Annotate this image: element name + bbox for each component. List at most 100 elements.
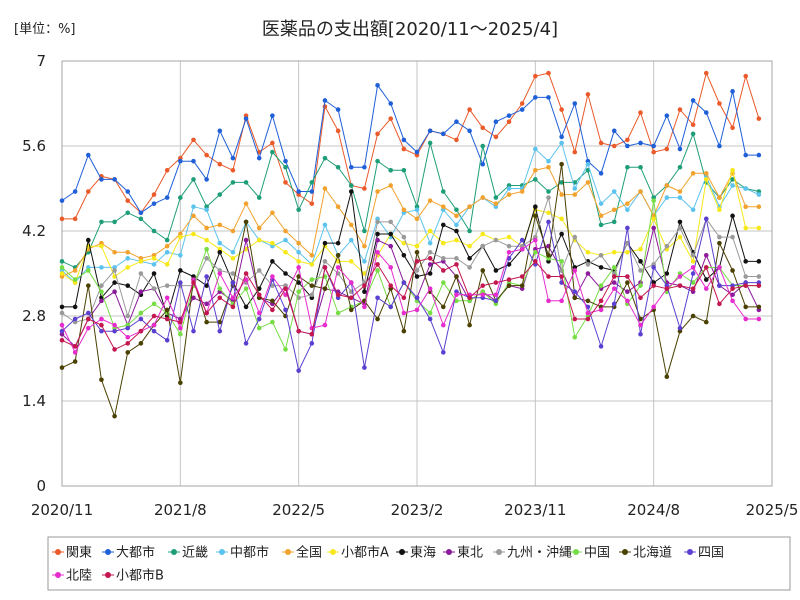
data-point <box>164 295 170 301</box>
data-point <box>717 240 722 246</box>
data-point <box>414 207 420 213</box>
data-point <box>638 110 643 115</box>
data-point <box>664 271 670 276</box>
data-point <box>703 216 709 222</box>
data-point <box>375 158 380 164</box>
data-point <box>178 195 183 200</box>
data-point <box>138 210 144 216</box>
data-point <box>611 286 617 291</box>
data-point <box>151 262 157 267</box>
data-point <box>756 152 762 158</box>
data-point <box>375 131 380 137</box>
data-point <box>296 240 301 246</box>
data-point <box>703 277 709 282</box>
data-point <box>296 259 301 264</box>
data-point <box>743 186 749 191</box>
data-point <box>440 268 446 273</box>
data-point <box>322 259 328 264</box>
data-point <box>335 240 341 246</box>
legend-label: 北海道 <box>633 546 672 561</box>
data-point <box>467 295 472 301</box>
data-point <box>191 280 196 285</box>
data-point <box>204 177 209 182</box>
data-point <box>625 201 630 206</box>
data-point <box>72 268 78 273</box>
legend-marker <box>687 549 693 555</box>
data-point <box>283 164 288 170</box>
data-point <box>533 167 538 173</box>
data-point <box>454 213 459 219</box>
data-point <box>375 316 380 322</box>
data-point <box>414 307 420 313</box>
data-point <box>480 143 486 149</box>
data-point <box>533 249 538 255</box>
data-point <box>730 268 735 273</box>
data-point <box>756 316 762 322</box>
data-point <box>375 249 380 255</box>
data-point <box>217 319 223 325</box>
data-point <box>401 240 407 246</box>
data-point <box>572 186 578 191</box>
data-point <box>243 219 249 225</box>
data-point <box>401 280 407 285</box>
data-point <box>467 107 472 112</box>
data-point <box>362 164 367 170</box>
data-point <box>533 237 538 243</box>
data-point <box>730 89 735 94</box>
data-point <box>480 243 486 249</box>
data-point <box>401 328 407 334</box>
data-point <box>388 265 394 270</box>
data-point <box>546 95 551 100</box>
data-point <box>519 189 525 194</box>
data-point <box>296 189 301 194</box>
data-point <box>204 319 209 325</box>
data-point <box>191 328 196 334</box>
data-point <box>730 298 735 304</box>
data-point <box>85 268 91 273</box>
x-tick-label: 2023/2 <box>391 501 444 519</box>
data-point <box>454 298 459 304</box>
data-point <box>677 164 683 170</box>
data-point <box>611 280 617 285</box>
data-point <box>427 262 433 267</box>
data-point <box>743 152 749 158</box>
data-point <box>414 249 420 255</box>
data-point <box>427 198 433 203</box>
data-point <box>112 413 117 419</box>
data-point <box>703 171 709 176</box>
data-point <box>585 316 591 322</box>
data-point <box>559 180 564 185</box>
data-point <box>427 249 433 255</box>
data-point <box>270 240 275 246</box>
data-point <box>717 195 722 200</box>
series <box>59 237 762 355</box>
data-point <box>296 265 301 270</box>
data-point <box>348 222 354 228</box>
data-point <box>467 265 472 270</box>
data-point <box>99 322 104 328</box>
data-point <box>296 289 301 295</box>
data-point <box>506 119 512 125</box>
data-point <box>72 359 78 364</box>
data-point <box>138 216 144 222</box>
data-point <box>454 292 459 298</box>
data-point <box>204 256 209 261</box>
data-point <box>572 268 578 273</box>
data-point <box>703 265 709 270</box>
data-point <box>401 146 407 152</box>
legend-item: 九州・沖縄 <box>493 546 572 561</box>
data-point <box>572 234 578 240</box>
data-point <box>296 207 301 213</box>
data-point <box>677 146 683 152</box>
data-point <box>283 286 288 291</box>
data-point <box>217 295 223 301</box>
data-point <box>440 189 446 194</box>
data-point <box>375 262 380 267</box>
data-point <box>335 128 341 134</box>
data-point <box>546 70 551 76</box>
x-tick-label: 2025/5 <box>746 501 799 519</box>
data-point <box>85 310 91 316</box>
series-line <box>62 191 759 317</box>
data-point <box>296 368 301 373</box>
